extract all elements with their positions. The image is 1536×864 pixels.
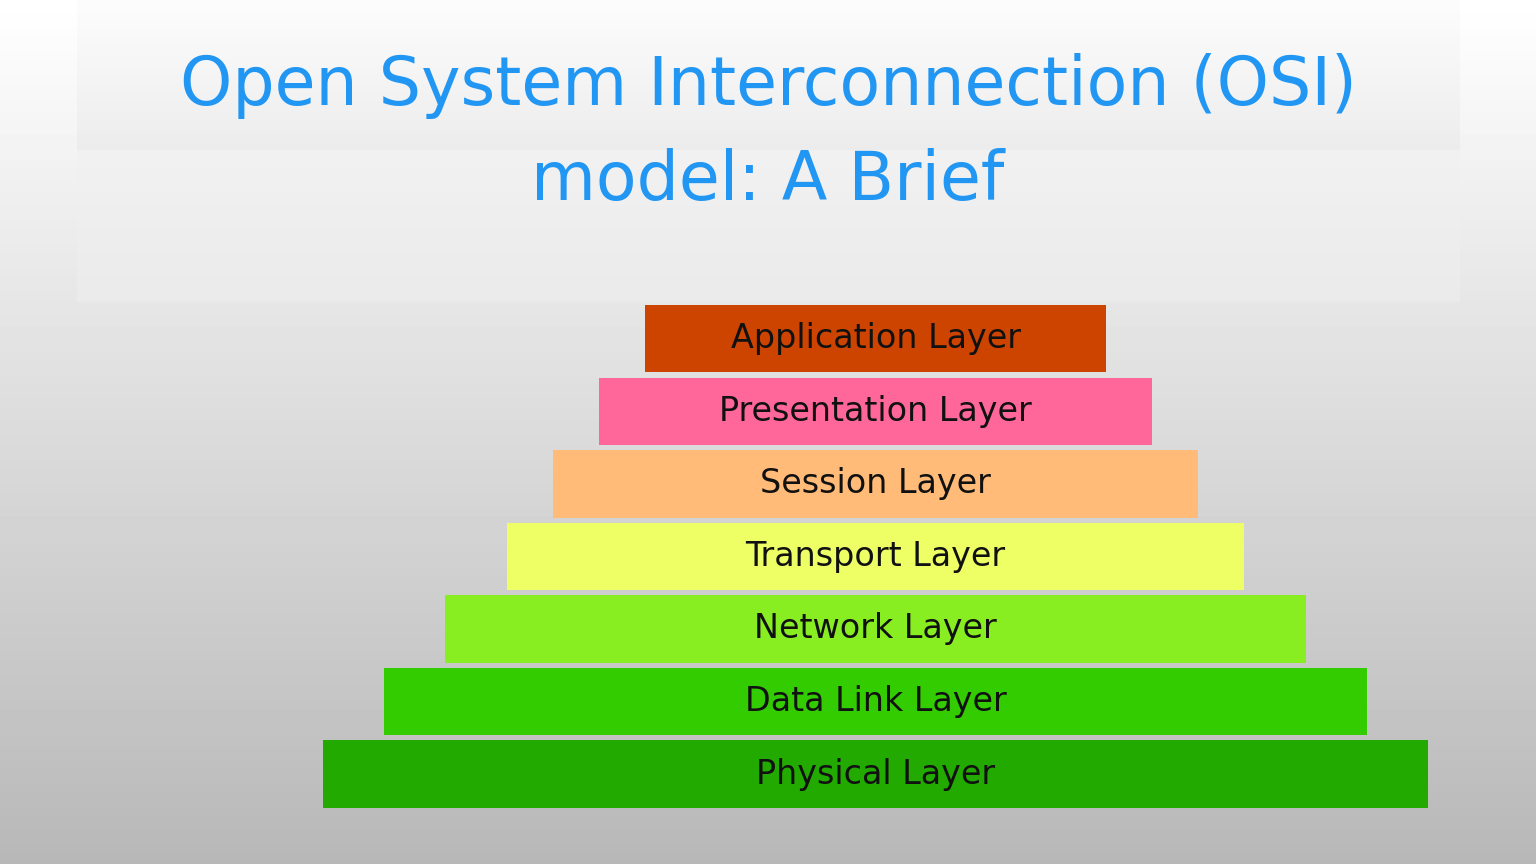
Text: Network Layer: Network Layer (754, 613, 997, 645)
Text: Open System Interconnection (OSI): Open System Interconnection (OSI) (180, 54, 1356, 119)
Text: Presentation Layer: Presentation Layer (719, 395, 1032, 428)
FancyBboxPatch shape (507, 523, 1244, 590)
Text: model: A Brief: model: A Brief (531, 149, 1005, 214)
Text: Session Layer: Session Layer (760, 467, 991, 500)
FancyBboxPatch shape (645, 305, 1106, 372)
Text: Data Link Layer: Data Link Layer (745, 685, 1006, 718)
FancyBboxPatch shape (323, 740, 1428, 808)
FancyBboxPatch shape (553, 450, 1198, 518)
Text: Physical Layer: Physical Layer (756, 758, 995, 791)
FancyBboxPatch shape (445, 595, 1306, 663)
Text: Application Layer: Application Layer (731, 322, 1020, 355)
FancyBboxPatch shape (599, 378, 1152, 445)
FancyBboxPatch shape (384, 668, 1367, 735)
Text: Transport Layer: Transport Layer (745, 540, 1006, 573)
